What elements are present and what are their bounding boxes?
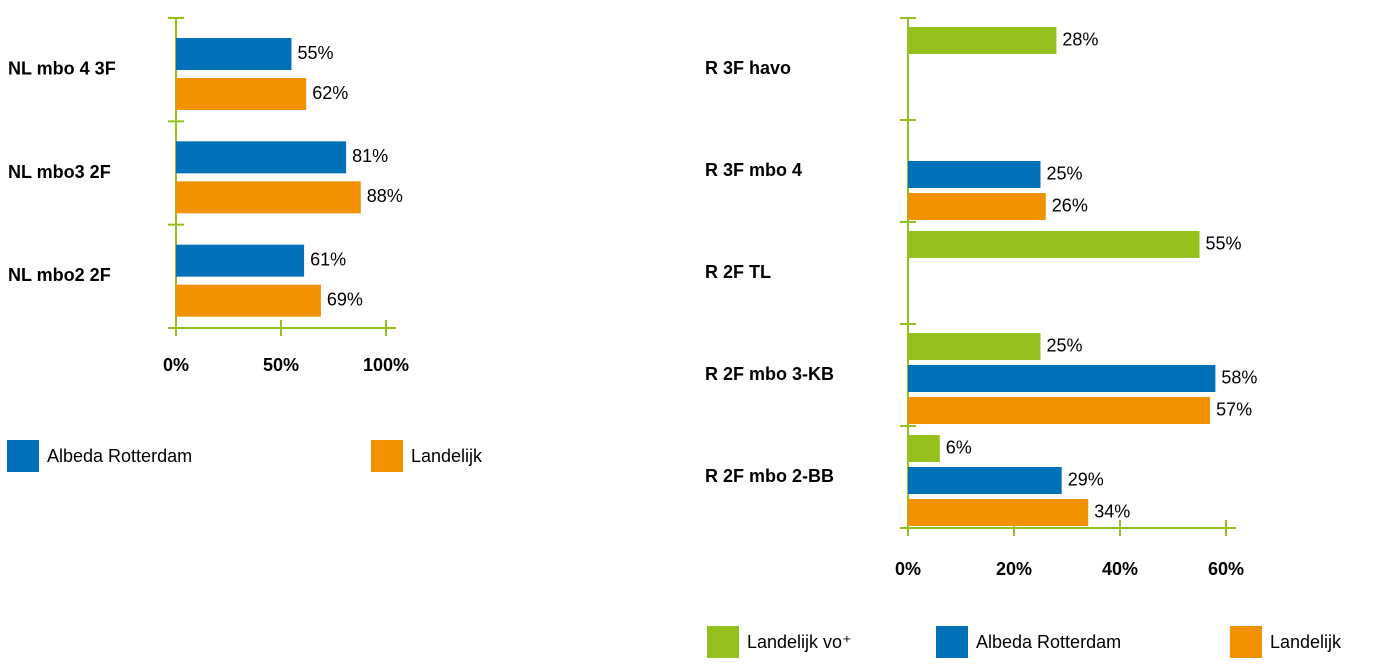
- value-label: 62%: [312, 83, 348, 103]
- legend-label: Albeda Rotterdam: [47, 446, 192, 466]
- category-label: R 2F mbo 2-BB: [705, 466, 834, 486]
- legend-label: Albeda Rotterdam: [976, 632, 1121, 652]
- bar: [908, 435, 940, 462]
- value-label: 57%: [1216, 399, 1252, 419]
- bar: [176, 284, 321, 317]
- value-label: 25%: [1047, 335, 1083, 355]
- bar: [908, 193, 1046, 220]
- x-tick-label: 20%: [996, 559, 1032, 579]
- x-tick-label: 60%: [1208, 559, 1244, 579]
- category-label: R 3F mbo 4: [705, 160, 802, 180]
- bar: [176, 38, 292, 70]
- x-tick-label: 0%: [163, 355, 189, 375]
- bar: [908, 397, 1211, 424]
- legend-label: Landelijk: [411, 446, 483, 466]
- bar: [908, 161, 1041, 188]
- legend-swatch: [7, 440, 39, 472]
- x-tick-label: 0%: [895, 559, 921, 579]
- value-label: 69%: [327, 289, 363, 309]
- value-label: 58%: [1221, 367, 1257, 387]
- bar: [908, 333, 1041, 360]
- legend-label: Landelijk vo⁺: [747, 632, 852, 652]
- value-label: 26%: [1052, 195, 1088, 215]
- bar: [908, 499, 1089, 526]
- value-label: 61%: [310, 249, 346, 269]
- bar: [176, 78, 307, 110]
- value-label: 88%: [367, 186, 403, 206]
- value-label: 6%: [946, 437, 972, 457]
- legend-swatch: [1230, 626, 1262, 658]
- value-label: 29%: [1068, 469, 1104, 489]
- category-label: NL mbo3 2F: [8, 162, 111, 182]
- category-label: NL mbo 4 3F: [8, 58, 116, 78]
- legend-swatch: [707, 626, 739, 658]
- x-tick-label: 50%: [263, 355, 299, 375]
- bar: [908, 365, 1216, 392]
- category-label: NL mbo2 2F: [8, 265, 111, 285]
- bar: [908, 27, 1057, 54]
- value-label: 25%: [1047, 163, 1083, 183]
- x-tick-label: 40%: [1102, 559, 1138, 579]
- value-label: 55%: [298, 43, 334, 63]
- bar: [176, 181, 361, 214]
- bar: [908, 231, 1200, 258]
- category-label: R 2F mbo 3-KB: [705, 364, 834, 384]
- legend-swatch: [371, 440, 403, 472]
- value-label: 55%: [1206, 233, 1242, 253]
- bar: [908, 467, 1062, 494]
- value-label: 34%: [1094, 501, 1130, 521]
- x-tick-label: 100%: [363, 355, 409, 375]
- value-label: 81%: [352, 146, 388, 166]
- category-label: R 2F TL: [705, 262, 771, 282]
- category-label: R 3F havo: [705, 58, 791, 78]
- legend-swatch: [936, 626, 968, 658]
- bar: [176, 141, 347, 174]
- value-label: 28%: [1062, 29, 1098, 49]
- legend-label: Landelijk: [1270, 632, 1342, 652]
- bar: [176, 244, 305, 277]
